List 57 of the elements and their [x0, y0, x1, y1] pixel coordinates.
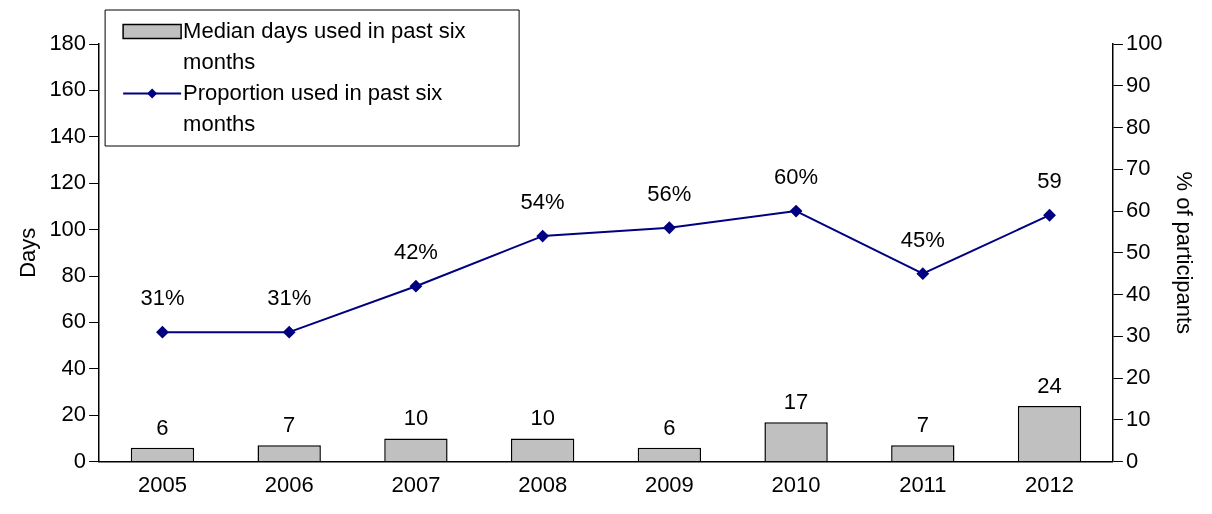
y2-tick-label: 90 [1125, 71, 1151, 97]
point [663, 221, 676, 234]
point [283, 326, 296, 339]
y-tick-label: 140 [49, 122, 87, 148]
point [156, 326, 169, 339]
y2-tick-label: 0 [1125, 447, 1139, 473]
y2-tick-label: 80 [1125, 113, 1151, 139]
data-label: 17 [783, 389, 809, 415]
x-tick-label: 2012 [1025, 471, 1075, 497]
y2-tick-label: 60 [1125, 197, 1151, 223]
y-tick-label: 80 [61, 262, 87, 288]
legend-label: Median days used in past six months [183, 17, 466, 74]
data-label: 6 [156, 414, 169, 440]
data-label: 6 [663, 414, 676, 440]
y2-tick-label: 100 [1125, 30, 1163, 56]
data-label: 60% [774, 164, 819, 190]
x-tick-label: 2009 [644, 471, 694, 497]
x-tick-label: 2011 [899, 471, 947, 497]
data-label: 7 [283, 412, 296, 438]
x-tick-label: 2006 [264, 471, 314, 497]
y2-axis-title: % of participants [1171, 171, 1197, 335]
y2-tick-label: 30 [1125, 322, 1151, 348]
x-tick-label: 2007 [391, 471, 441, 497]
x-tick-label: 2005 [137, 471, 187, 497]
point [409, 280, 422, 293]
legend-label: Proportion used in past six months [183, 79, 443, 136]
y-axis-title: Days [15, 227, 41, 278]
y2-tick-label: 40 [1125, 280, 1151, 306]
y-tick-label: 60 [61, 308, 87, 334]
y-tick-label: 0 [73, 447, 87, 473]
data-label: 59 [1037, 168, 1062, 194]
point [536, 230, 549, 243]
data-label: 7 [916, 412, 929, 438]
point [916, 267, 929, 280]
y-tick-label: 40 [61, 354, 87, 380]
data-label: 45% [900, 226, 945, 252]
data-label: 42% [393, 239, 438, 265]
data-label: 10 [403, 405, 429, 431]
data-label: 56% [647, 180, 692, 206]
y-tick-label: 180 [49, 30, 87, 56]
point [1043, 209, 1056, 222]
y-tick-label: 20 [61, 401, 87, 427]
data-label: 31% [267, 285, 312, 311]
data-label: 54% [520, 189, 565, 215]
y-tick-label: 160 [49, 76, 87, 102]
data-label: 24 [1037, 372, 1062, 398]
data-label: 10 [530, 405, 555, 431]
x-tick-label: 2008 [518, 471, 568, 497]
point [790, 205, 803, 218]
y2-tick-label: 20 [1125, 364, 1151, 390]
y2-tick-label: 70 [1125, 155, 1151, 181]
data-label: 31% [140, 285, 185, 311]
y-tick-label: 120 [49, 169, 87, 195]
y2-tick-label: 10 [1125, 405, 1151, 431]
y-tick-label: 100 [49, 215, 87, 241]
y2-tick-label: 50 [1125, 238, 1151, 264]
x-tick-label: 2010 [771, 471, 821, 497]
